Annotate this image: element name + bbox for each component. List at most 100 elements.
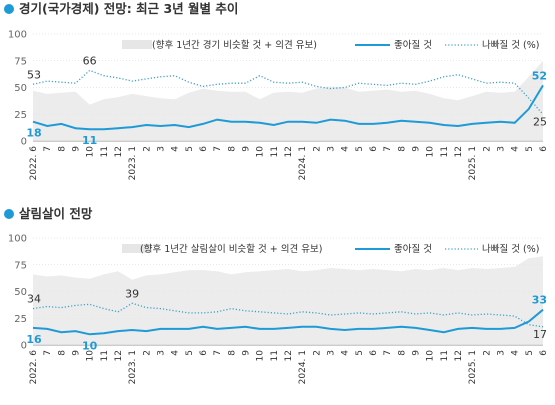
data-label: 34 xyxy=(27,293,41,306)
x-tick-label: 9 xyxy=(242,146,252,152)
data-label: 11 xyxy=(82,134,97,147)
x-tick-label: 4 xyxy=(511,146,521,152)
y-tick-label: 0 xyxy=(21,137,27,148)
y-tick-label: 100 xyxy=(8,234,27,245)
x-tick-label: 5 xyxy=(355,350,365,356)
series-bad-line xyxy=(32,302,544,328)
x-tick-label: 11 xyxy=(270,350,280,361)
y-tick-label: 75 xyxy=(14,56,27,67)
x-tick-label: 8 xyxy=(227,146,237,152)
x-tick-label: 11 xyxy=(440,146,450,157)
x-tick-label: 9 xyxy=(72,350,82,356)
x-tick-label: 2 xyxy=(482,146,492,152)
legend-good-label: 좋아질 것 xyxy=(394,39,432,51)
x-tick-label: 4 xyxy=(341,146,351,152)
x-tick-label: 8 xyxy=(227,350,237,356)
x-tick-label: 11 xyxy=(440,350,450,361)
x-tick-label: 7 xyxy=(383,146,393,152)
legend: (향후 1년간 경기 비슷할 것 + 의견 유보) 좋아질 것 나빠질 것 (%… xyxy=(122,39,539,51)
x-tick-label: 12 xyxy=(454,146,464,157)
x-tick-label: 9 xyxy=(412,350,422,356)
data-label: 33 xyxy=(532,294,547,307)
x-tick-label: 11 xyxy=(100,146,110,157)
y-tick-label: 25 xyxy=(14,314,27,325)
x-tick-label: 6 xyxy=(539,350,549,356)
legend-band-label: (향후 1년간 경기 비슷할 것 + 의견 유보) xyxy=(152,39,317,51)
x-tick-label: 4 xyxy=(171,350,181,356)
x-tick-label: 5 xyxy=(525,146,535,152)
x-tick-label: 11 xyxy=(270,146,280,157)
legend-bad-label: 나빠질 것 (%) xyxy=(482,39,539,51)
x-tick-label: 10 xyxy=(426,350,436,362)
x-tick-label: 2 xyxy=(142,350,152,356)
x-tick-label: 3 xyxy=(497,350,507,356)
chart-title: 경기(국가경제) 전망: 최근 3년 월별 추이 xyxy=(19,1,238,16)
x-tick-label: 2023. 1 xyxy=(128,350,138,384)
y-tick-label: 0 xyxy=(21,341,27,352)
x-tick-label: 5 xyxy=(185,146,195,152)
data-label: 39 xyxy=(125,287,139,300)
x-tick-label: 2 xyxy=(312,350,322,356)
x-tick-label: 5 xyxy=(525,350,535,356)
x-tick-label: 7 xyxy=(43,146,53,152)
x-tick-label: 10 xyxy=(426,146,436,158)
y-tick-label: 75 xyxy=(14,260,27,271)
data-label: 66 xyxy=(83,54,97,67)
x-tick-label: 6 xyxy=(369,146,379,152)
x-tick-label: 8 xyxy=(57,146,67,152)
y-axis: 0 25 50 75 100 xyxy=(8,30,27,148)
data-labels: 53 66 18 11 52 25 xyxy=(26,54,547,147)
x-tick-label: 5 xyxy=(185,350,195,356)
x-tick-label: 3 xyxy=(327,350,337,356)
x-tick-label: 7 xyxy=(213,146,223,152)
x-tick-label: 12 xyxy=(114,350,124,361)
x-tick-label: 6 xyxy=(539,146,549,152)
x-tick-label: 6 xyxy=(199,146,209,152)
x-axis: 2022. 6 7 8 9 10 11 12 2023. 1 2 3 4 5 6 7 8 9 10 11 12 202… xyxy=(29,146,549,181)
y-axis: 0 25 50 75 100 xyxy=(8,234,27,352)
legend-band-swatch xyxy=(122,40,152,49)
chart-title: 살림살이 전망 xyxy=(19,206,93,221)
x-tick-label: 2025. 1 xyxy=(468,350,478,384)
x-tick-label: 2 xyxy=(142,146,152,152)
x-tick-label: 12 xyxy=(284,146,294,157)
x-tick-label: 11 xyxy=(100,350,110,361)
x-tick-label: 12 xyxy=(284,350,294,361)
x-tick-label: 8 xyxy=(57,350,67,356)
data-labels: 34 39 16 10 33 17 xyxy=(26,287,547,352)
x-tick-label: 8 xyxy=(397,350,407,356)
legend-band-label: (향후 1년간 살림살이 비슷할 것 + 의견 유보) xyxy=(140,243,322,255)
title-bullet-icon xyxy=(4,209,14,219)
x-tick-label: 10 xyxy=(256,146,266,158)
data-label: 17 xyxy=(533,328,547,341)
x-tick-label: 2024. 1 xyxy=(298,350,308,384)
legend-good-label: 좋아질 것 xyxy=(394,243,432,255)
x-tick-label: 9 xyxy=(242,350,252,356)
series-good-line xyxy=(32,308,544,336)
y-tick-label: 25 xyxy=(14,110,27,121)
x-tick-label: 2025. 1 xyxy=(468,146,478,180)
x-tick-label: 3 xyxy=(327,146,337,152)
legend-band-swatch xyxy=(122,244,152,253)
y-tick-label: 100 xyxy=(8,30,27,41)
x-tick-label: 7 xyxy=(213,350,223,356)
x-tick-label: 2 xyxy=(312,146,322,152)
x-tick-label: 12 xyxy=(454,350,464,361)
x-tick-label: 7 xyxy=(43,350,53,356)
x-tick-label: 6 xyxy=(369,350,379,356)
data-label: 25 xyxy=(533,115,547,128)
x-tick-label: 3 xyxy=(157,350,167,356)
x-tick-label: 9 xyxy=(72,146,82,152)
data-label: 16 xyxy=(26,333,42,346)
x-tick-label: 4 xyxy=(341,350,351,356)
x-tick-label: 2022. 6 xyxy=(29,146,39,181)
x-tick-label: 9 xyxy=(412,146,422,152)
x-tick-label: 2022. 6 xyxy=(29,350,39,385)
y-tick-label: 50 xyxy=(14,83,27,94)
x-tick-label: 12 xyxy=(114,146,124,157)
y-tick-label: 50 xyxy=(14,287,27,298)
title-bullet-icon xyxy=(4,4,14,14)
